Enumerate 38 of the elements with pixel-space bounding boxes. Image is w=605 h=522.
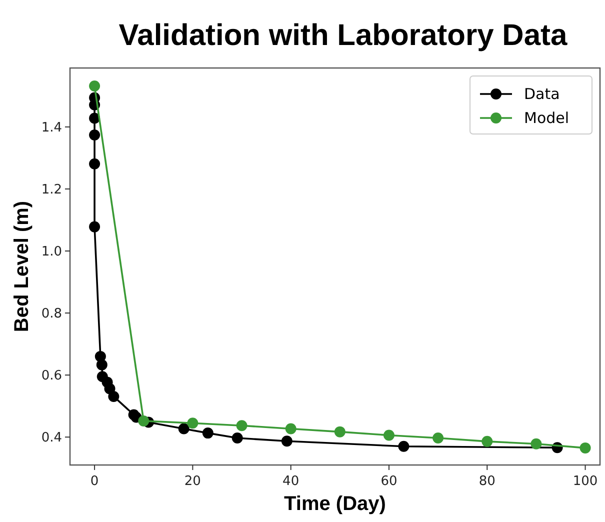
x-tick-label: 40 [282,474,300,489]
legend-label: Model [524,109,570,127]
y-tick-label: 0.4 [41,430,62,446]
point [236,420,248,432]
legend-label: Data [524,85,560,103]
x-tick-label: 20 [184,474,201,489]
point [202,428,214,439]
point [432,432,444,444]
point [530,438,542,450]
point [138,415,150,426]
point [178,423,190,434]
point [580,442,591,454]
point [108,390,120,402]
chart-title: Validation with Laboratory Data [118,19,568,52]
point [285,423,296,434]
point [482,436,493,447]
y-tick-label: 1.4 [41,120,62,136]
x-axis-title: Time (Day) [284,493,386,515]
point [89,221,100,232]
point [89,80,100,92]
point [96,359,108,370]
point [281,436,292,447]
x-tick-label: 80 [478,474,496,489]
y-tick-label: 1.2 [41,182,62,198]
x-tick-label: 60 [380,474,398,489]
point [232,432,243,444]
point [334,426,346,438]
y-tick-label: 0.8 [41,306,62,322]
point [383,430,394,441]
y-tick-label: 1.0 [41,244,62,260]
point [187,418,198,429]
point [89,129,100,140]
y-axis-title: Bed Level (m) [11,200,33,332]
x-tick-label: 100 [572,474,598,489]
point [89,158,100,170]
y-tick-label: 0.6 [41,368,62,384]
point [398,440,410,452]
x-tick-label: 0 [90,474,99,489]
